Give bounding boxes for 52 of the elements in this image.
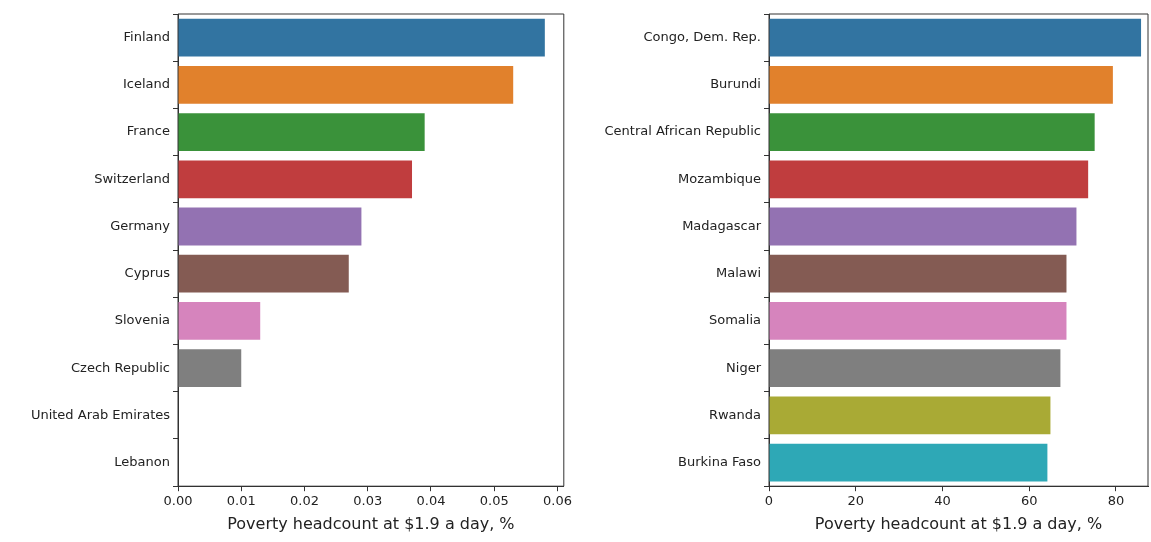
x-tick-label: 0.04 <box>416 493 446 509</box>
bar <box>178 349 242 388</box>
bar <box>769 254 1067 293</box>
y-tick-label: Finland <box>123 28 170 44</box>
y-tick-label: Rwanda <box>708 406 761 422</box>
x-tick-label: 0.01 <box>226 493 256 509</box>
bar <box>769 113 1095 151</box>
x-axis-title: Poverty headcount at $1.9 a day, % <box>814 513 1103 533</box>
bar <box>769 207 1077 246</box>
y-tick-label: Central African Republic <box>604 123 761 139</box>
bar <box>178 18 545 57</box>
y-tick-label: Madagascar <box>682 217 762 233</box>
y-tick-label: France <box>126 123 170 139</box>
y-tick-label: Germany <box>110 217 171 233</box>
y-tick-label: Burkina Faso <box>678 453 762 469</box>
bar <box>769 18 1142 57</box>
bar <box>178 160 413 199</box>
x-tick-label: 0.05 <box>479 493 509 509</box>
x-tick-label: 0.03 <box>353 493 383 509</box>
y-tick-label: Niger <box>726 359 762 375</box>
x-tick-label: 80 <box>1107 493 1125 509</box>
y-tick-label: Mozambique <box>678 170 761 186</box>
bar <box>769 65 1113 104</box>
x-tick-label: 0 <box>764 493 774 509</box>
x-tick-label: 0.02 <box>290 493 319 509</box>
y-tick-label: Switzerland <box>94 170 170 186</box>
bar <box>769 160 1089 199</box>
y-tick-label: Cyprus <box>124 265 171 281</box>
y-tick-label: Burundi <box>710 76 761 92</box>
x-tick-label: 40 <box>934 493 951 509</box>
y-tick-label: Malawi <box>715 265 761 281</box>
bar <box>178 207 362 246</box>
y-tick-label: Czech Republic <box>71 359 170 375</box>
y-tick-label: Lebanon <box>114 453 170 469</box>
bar <box>178 113 425 151</box>
x-tick-label: 20 <box>847 493 864 509</box>
y-tick-label: Iceland <box>122 76 170 92</box>
x-tick-label: 0.00 <box>163 493 193 509</box>
x-tick-label: 0.06 <box>543 493 572 509</box>
y-tick-label: Congo, Dem. Rep. <box>643 28 761 44</box>
y-tick-label: Slovenia <box>114 312 170 328</box>
y-tick-label: United Arab Emirates <box>30 406 171 422</box>
bar <box>769 443 1048 482</box>
bar <box>769 349 1061 388</box>
bar <box>178 65 514 104</box>
x-tick-label: 60 <box>1020 493 1038 509</box>
y-tick-label: Somalia <box>708 312 761 328</box>
bar <box>769 302 1067 340</box>
bar <box>769 396 1051 435</box>
bar <box>178 254 349 293</box>
x-axis-title: Poverty headcount at $1.9 a day, % <box>227 513 515 533</box>
bar <box>178 302 261 340</box>
